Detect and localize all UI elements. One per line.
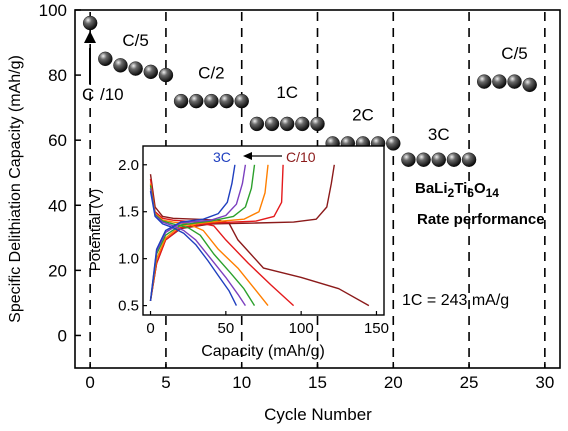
inset-x-axis-title: Capacity (mAh/g): [201, 343, 325, 360]
inset-charge-curve: [149, 164, 256, 301]
inset-y-axis-title: Potential (V): [87, 189, 104, 272]
x-axis-title: Cycle Number: [264, 405, 372, 424]
capacity-point: [113, 58, 128, 73]
rate-label: 3C: [428, 125, 450, 144]
inset-discharge-curve: [149, 190, 238, 306]
x-tick-label: 20: [384, 373, 403, 392]
x-tick-label: 0: [85, 373, 94, 392]
inset-charge-curve: [149, 164, 269, 302]
y-tick-label: 100: [39, 1, 67, 20]
capacity-point: [204, 93, 219, 109]
material-formula: BaLi2Ti6O14: [415, 180, 499, 200]
inset-y-tick-label: 1.0: [118, 251, 139, 268]
capacity-point: [264, 116, 280, 132]
x-tick-label: 5: [161, 373, 170, 392]
capacity-point: [507, 74, 522, 89]
current-definition-caption: 1C = 243 mA/g: [402, 292, 509, 309]
inset-discharge-curve: [149, 185, 256, 306]
y-tick-label: 0: [58, 326, 67, 345]
capacity-point: [128, 61, 143, 76]
first-cycle-label-top: C: [82, 85, 94, 104]
capacity-point: [416, 152, 431, 167]
inset-x-tick-label: 50: [218, 320, 235, 337]
inset-legend-from: C/10: [286, 149, 316, 165]
capacity-point: [446, 152, 462, 167]
inset-charge-curve: [149, 164, 247, 301]
capacity-point: [461, 152, 477, 167]
y-tick-label: 60: [48, 131, 67, 150]
inset-y-tick-label: 1.5: [118, 204, 139, 221]
capacity-point: [173, 93, 189, 109]
y-axis-title: Specific Delithiation Capacity (mAh/g): [7, 55, 24, 323]
inset-x-tick-label: 0: [146, 320, 154, 337]
first-cycle-label-bottom: /10: [100, 85, 124, 104]
capacity-point: [279, 116, 295, 132]
capacity-point: [310, 116, 325, 132]
rate-label: C/2: [198, 63, 224, 82]
rate-label: C/5: [501, 44, 527, 63]
capacity-point: [158, 67, 174, 83]
x-tick-label: 30: [535, 373, 554, 392]
y-tick-label: 20: [48, 261, 67, 280]
capacity-point: [189, 93, 204, 109]
capacity-point: [143, 64, 158, 80]
capacity-point: [492, 74, 507, 89]
x-tick-label: 15: [308, 373, 327, 392]
rate-label: 1C: [276, 83, 298, 102]
inset-discharge-curve: [149, 188, 246, 306]
x-tick-label: 10: [232, 373, 251, 392]
capacity-point: [249, 116, 265, 132]
inset-charge-curve: [149, 164, 236, 301]
inset-x-tick-label: 100: [289, 320, 314, 337]
inset-y-tick-label: 2.0: [118, 157, 139, 174]
y-tick-label: 80: [48, 66, 67, 85]
inset-frame: [142, 145, 385, 316]
y-tick-label: 40: [48, 196, 67, 215]
capacity-point: [82, 15, 98, 31]
capacity-point: [477, 74, 492, 89]
inset-y-tick-label: 0.5: [118, 298, 139, 315]
inset-ticks: 0 50 100 150 0.5 1.0 1.5 2.0: [118, 157, 389, 337]
capacity-point: [431, 152, 446, 167]
capacity-point: [234, 93, 249, 109]
capacity-point: [98, 51, 113, 67]
capacity-point: [219, 93, 234, 109]
rate-label: 2C: [352, 106, 374, 125]
capacity-point: [295, 116, 310, 132]
rate-label: C/5: [122, 31, 148, 50]
inset-x-tick-label: 150: [364, 320, 389, 337]
rate-performance-caption: Rate performance: [417, 211, 545, 228]
inset-legend-arrow-head: [243, 152, 252, 160]
capacity-point: [386, 136, 401, 151]
inset-charge-curve: [149, 164, 284, 302]
capacity-point: [401, 152, 416, 167]
first-cycle-arrow-head: [84, 31, 96, 43]
rate-labels: C/5 C/2 1C 2C 3C C/5: [122, 31, 527, 144]
capacity-point: [522, 77, 537, 93]
inset-curves: [149, 164, 370, 307]
x-tick-label: 25: [460, 373, 479, 392]
inset-legend-to: 3C: [213, 149, 231, 165]
